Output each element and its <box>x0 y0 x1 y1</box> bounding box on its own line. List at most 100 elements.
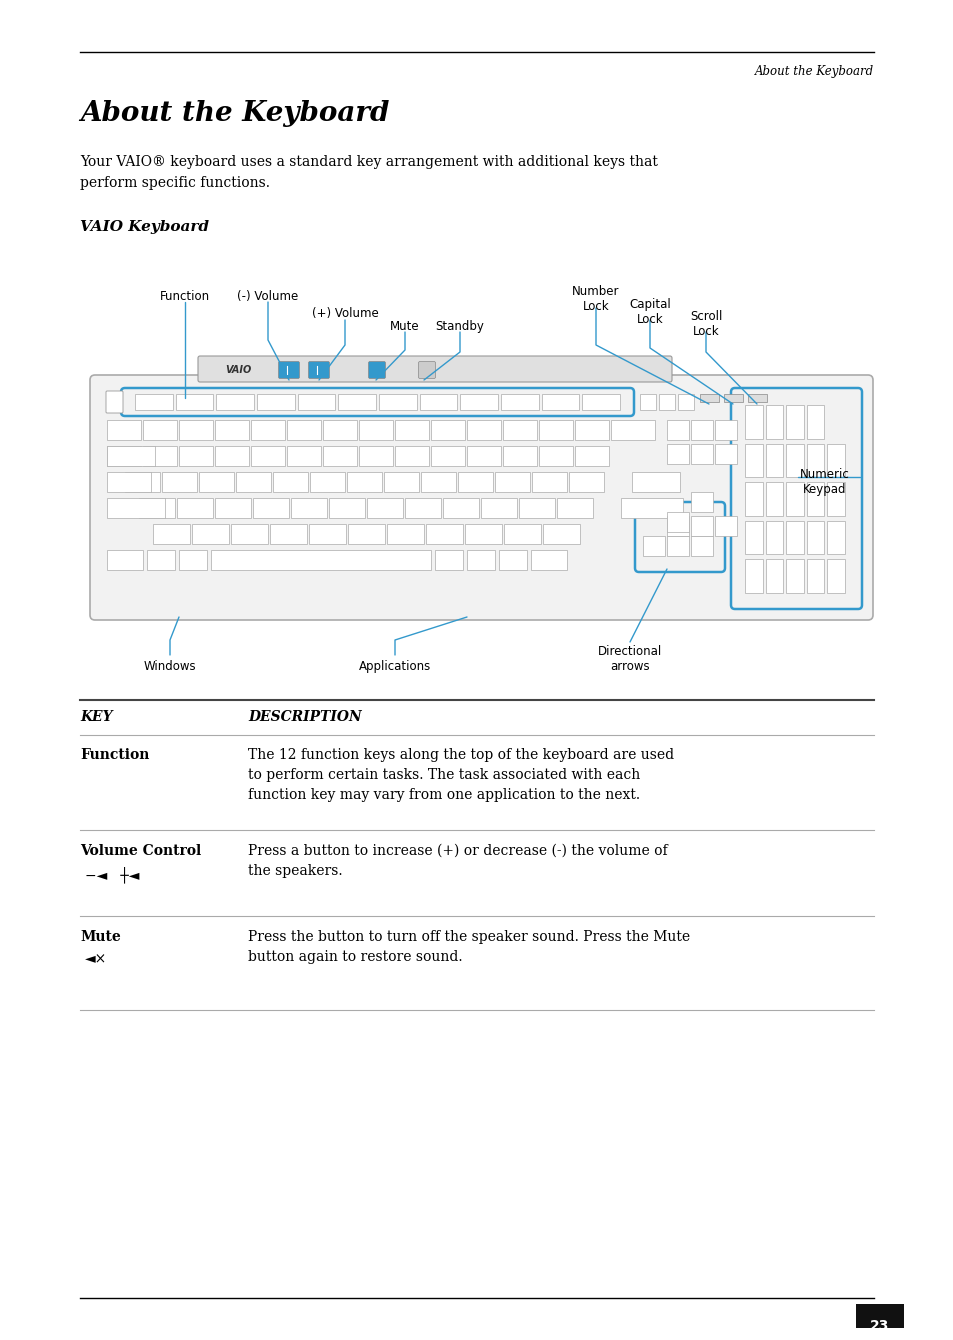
Bar <box>785 559 803 594</box>
Text: Function: Function <box>80 748 150 762</box>
Bar <box>179 446 213 466</box>
Bar <box>502 446 537 466</box>
Text: Press a button to increase (+) or decrease (-) the volume of
the speakers.: Press a button to increase (+) or decrea… <box>248 844 667 878</box>
Bar <box>253 498 289 519</box>
Bar <box>714 444 737 464</box>
FancyBboxPatch shape <box>278 362 299 378</box>
Bar <box>387 524 423 544</box>
Bar <box>502 419 537 440</box>
Bar <box>310 472 345 492</box>
Bar <box>806 405 823 438</box>
Bar <box>765 405 782 438</box>
Bar <box>531 549 566 570</box>
Bar <box>297 394 335 410</box>
Text: 23: 23 <box>869 1319 889 1333</box>
Bar <box>287 419 320 440</box>
Bar <box>442 498 478 519</box>
FancyBboxPatch shape <box>418 362 435 378</box>
Bar <box>785 444 803 477</box>
Bar <box>826 444 844 477</box>
Bar <box>538 419 573 440</box>
Bar <box>420 472 456 492</box>
Bar <box>498 549 526 570</box>
Bar <box>175 394 213 410</box>
Bar <box>765 482 782 516</box>
Bar <box>575 419 608 440</box>
Bar <box>666 516 688 536</box>
Bar <box>806 482 823 516</box>
Bar <box>435 549 462 570</box>
Bar <box>785 521 803 555</box>
Bar <box>177 498 213 519</box>
Bar <box>666 444 688 464</box>
Text: Mute: Mute <box>390 320 419 334</box>
Bar <box>426 524 462 544</box>
Bar <box>214 419 249 440</box>
Bar <box>690 516 712 536</box>
Bar <box>348 524 385 544</box>
Bar <box>231 524 268 544</box>
Text: Standby: Standby <box>436 320 484 334</box>
Bar <box>179 419 213 440</box>
Bar <box>557 498 593 519</box>
Bar <box>690 536 712 556</box>
Bar <box>251 446 285 466</box>
Bar <box>700 394 719 402</box>
Bar <box>125 472 160 492</box>
Text: Function: Function <box>160 289 210 303</box>
Bar <box>747 394 766 402</box>
Bar <box>503 524 540 544</box>
Bar <box>107 446 154 466</box>
Text: (+) Volume: (+) Volume <box>312 307 378 320</box>
FancyBboxPatch shape <box>368 362 385 378</box>
Bar <box>806 444 823 477</box>
Bar <box>806 521 823 555</box>
Bar <box>464 524 501 544</box>
Text: VAIO Keyboard: VAIO Keyboard <box>80 220 209 234</box>
Bar <box>744 521 761 555</box>
Bar <box>457 472 493 492</box>
FancyBboxPatch shape <box>90 375 872 620</box>
Bar <box>765 444 782 477</box>
Bar <box>568 472 603 492</box>
Bar <box>620 498 682 519</box>
Bar <box>419 394 456 410</box>
Bar <box>666 536 688 556</box>
Bar <box>610 419 655 440</box>
Bar <box>214 446 249 466</box>
Text: Your VAIO® keyboard uses a standard key arrangement with additional keys that
pe: Your VAIO® keyboard uses a standard key … <box>80 155 658 189</box>
Bar <box>405 498 440 519</box>
FancyBboxPatch shape <box>106 391 123 413</box>
Bar <box>143 446 177 466</box>
Bar <box>666 512 688 532</box>
Bar <box>358 419 393 440</box>
Bar <box>631 472 679 492</box>
Bar <box>826 559 844 594</box>
Bar <box>152 524 190 544</box>
Bar <box>714 419 737 440</box>
Bar <box>690 444 712 464</box>
Bar <box>826 482 844 516</box>
Bar <box>518 498 555 519</box>
Bar <box>216 394 253 410</box>
Bar <box>367 498 402 519</box>
Bar <box>678 394 693 410</box>
Bar <box>538 446 573 466</box>
Bar <box>395 419 429 440</box>
Bar <box>467 419 500 440</box>
Bar <box>358 446 393 466</box>
Bar <box>765 521 782 555</box>
Bar <box>251 419 285 440</box>
Bar <box>532 472 566 492</box>
Bar <box>256 394 294 410</box>
Bar <box>107 498 165 519</box>
Bar <box>723 394 742 402</box>
Bar <box>744 405 761 438</box>
Text: Press the button to turn off the speaker sound. Press the Mute
button again to r: Press the button to turn off the speaker… <box>248 930 689 963</box>
Bar <box>467 549 495 570</box>
Bar <box>690 419 712 440</box>
Text: Scroll
Lock: Scroll Lock <box>689 310 721 338</box>
Bar <box>143 419 177 440</box>
Bar <box>431 419 464 440</box>
Text: VAIO: VAIO <box>225 364 251 375</box>
